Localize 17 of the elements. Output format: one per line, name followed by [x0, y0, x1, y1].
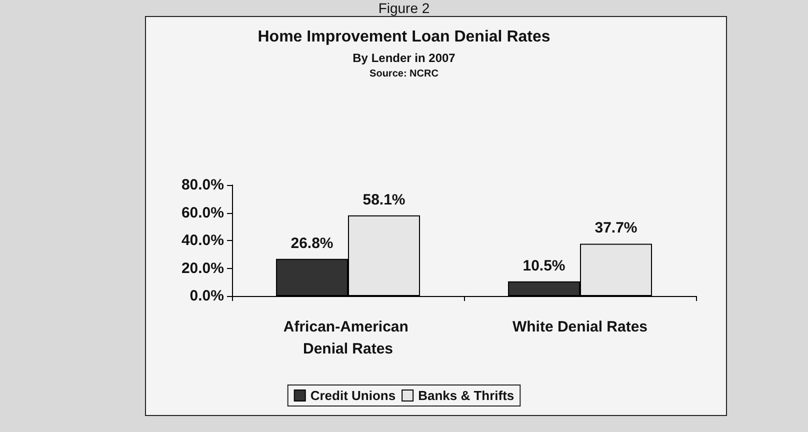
legend-label: Credit Unions [310, 388, 396, 403]
y-tick-label: 60.0% [181, 204, 224, 222]
chart-subtitle: By Lender in 2007 [352, 51, 456, 65]
y-tick-label: 40.0% [181, 232, 224, 249]
y-tick-label: 80.0% [181, 176, 224, 194]
data-label: 37.7% [594, 220, 638, 237]
x-tick-label: White Denial Rates [512, 318, 648, 336]
source-note: Source: NCRC [370, 68, 438, 80]
legend-label: Banks & Thrifts [418, 388, 514, 403]
chart-title: Home Improvement Loan Denial Rates [258, 28, 550, 46]
y-tick-label: 0.0% [190, 288, 224, 304]
caption: Figure 2 [377, 0, 431, 16]
data-label: 26.8% [290, 234, 334, 252]
data-label: 10.5% [522, 257, 566, 274]
y-tick-label: 20.0% [181, 260, 224, 277]
data-label: 58.1% [362, 191, 406, 208]
x-tick-label: African-American Denial Rates [283, 318, 413, 358]
